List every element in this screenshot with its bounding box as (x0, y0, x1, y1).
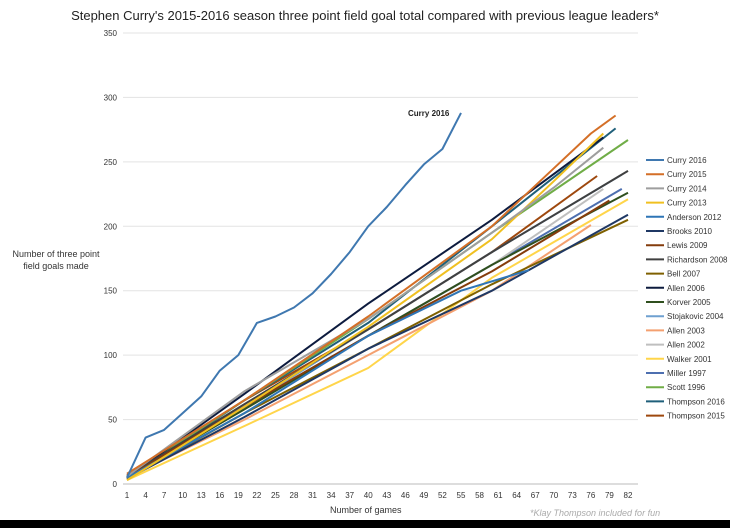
series-line-anderson-2012 (126, 269, 530, 479)
x-tick-label: 49 (419, 491, 428, 500)
x-tick-label: 25 (271, 491, 280, 500)
x-tick-label: 28 (290, 491, 299, 500)
y-axis-label: Number of three point field goals made (12, 249, 100, 271)
x-tick-label: 52 (438, 491, 447, 500)
x-tick-label: 55 (457, 491, 466, 500)
y-tick-label: 200 (104, 222, 118, 231)
legend-label: Anderson 2012 (667, 213, 722, 222)
x-tick-label: 7 (162, 491, 167, 500)
legend-label: Bell 2007 (667, 270, 701, 279)
x-tick-label: 37 (345, 491, 354, 500)
series-line-richardson-2008 (126, 170, 629, 478)
y-tick-label: 0 (113, 480, 118, 489)
x-tick-label: 58 (475, 491, 484, 500)
series-line-curry-2014 (126, 146, 604, 478)
x-tick-label: 40 (364, 491, 373, 500)
legend-label: Miller 1997 (667, 369, 707, 378)
x-tick-label: 4 (143, 491, 148, 500)
x-tick-label: 67 (531, 491, 540, 500)
series-line-curry-2016 (126, 112, 462, 479)
x-tick-label: 13 (197, 491, 206, 500)
legend-label: Curry 2015 (667, 170, 707, 179)
legend-label: Thompson 2015 (667, 412, 725, 421)
x-tick-label: 61 (494, 491, 503, 500)
legend-label: Stojakovic 2004 (667, 312, 724, 321)
legend-label: Allen 2003 (667, 326, 705, 335)
y-tick-label: 300 (104, 93, 118, 102)
annotation-curry-2016: Curry 2016 (408, 109, 450, 118)
y-tick-label: 350 (104, 29, 118, 38)
bottom-border (0, 520, 730, 528)
x-tick-label: 82 (624, 491, 633, 500)
legend-label: Scott 1996 (667, 383, 706, 392)
x-tick-label: 46 (401, 491, 410, 500)
x-tick-label: 22 (252, 491, 261, 500)
legend-label: Walker 2001 (667, 355, 712, 364)
x-tick-label: 34 (327, 491, 336, 500)
y-tick-label: 250 (104, 158, 118, 167)
x-tick-label: 79 (605, 491, 614, 500)
legend-label: Curry 2016 (667, 156, 707, 165)
series-line-curry-2015 (126, 114, 617, 475)
x-tick-label: 76 (586, 491, 595, 500)
x-tick-label: 1 (125, 491, 130, 500)
legend-label: Curry 2013 (667, 199, 707, 208)
y-tick-label: 100 (104, 351, 118, 360)
legend-label: Allen 2002 (667, 341, 705, 350)
legend-label: Curry 2014 (667, 184, 707, 193)
legend-label: Korver 2005 (667, 298, 711, 307)
x-tick-label: 70 (549, 491, 558, 500)
x-tick-label: 43 (382, 491, 391, 500)
footnote: *Klay Thompson included for fun (530, 508, 661, 518)
y-tick-label: 50 (108, 416, 117, 425)
series-line-brooks-2010 (126, 213, 629, 480)
x-tick-label: 31 (308, 491, 317, 500)
x-tick-label: 73 (568, 491, 577, 500)
x-tick-label: 64 (512, 491, 521, 500)
legend-label: Lewis 2009 (667, 241, 708, 250)
x-axis-label: Number of games (330, 505, 402, 515)
x-tick-label: 10 (178, 491, 187, 500)
legend-label: Allen 2006 (667, 284, 705, 293)
chart-title: Stephen Curry's 2015-2016 season three p… (71, 8, 659, 23)
series-line-walker-2001 (126, 198, 629, 482)
legend-label: Thompson 2016 (667, 397, 725, 406)
series-line-curry-2013 (126, 132, 604, 481)
y-tick-label: 150 (104, 287, 118, 296)
x-tick-label: 19 (234, 491, 243, 500)
legend-label: Brooks 2010 (667, 227, 712, 236)
x-tick-label: 16 (215, 491, 224, 500)
legend-label: Richardson 2008 (667, 255, 728, 264)
